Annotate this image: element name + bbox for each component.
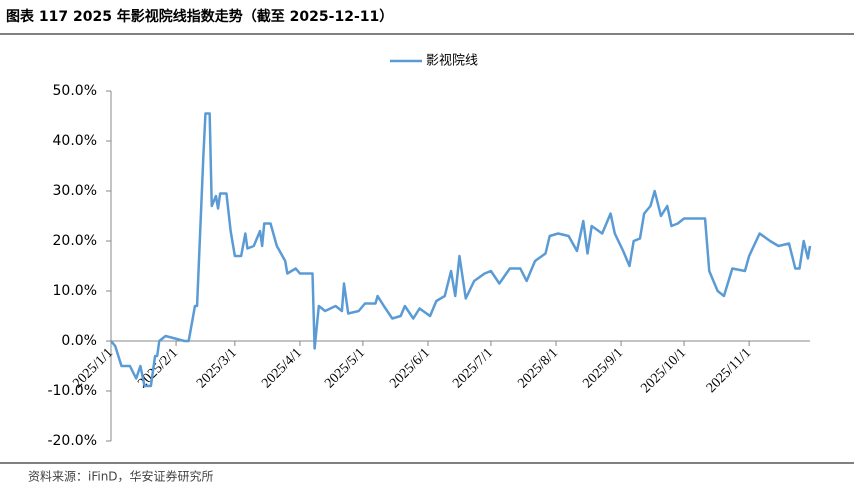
- x-tick-label: 2025/4/1: [259, 345, 305, 391]
- x-tick-label: 2025/7/1: [450, 345, 496, 391]
- x-tick-label: 2025/6/1: [387, 345, 433, 391]
- y-tick-label: 0.0%: [61, 333, 97, 349]
- chart-title: 图表 117 2025 年影视院线指数走势（截至 2025-12-11）: [6, 8, 393, 25]
- y-tick-label: 50.0%: [53, 83, 97, 99]
- series-line: [110, 112, 812, 388]
- x-tick-label: 2025/11/1: [704, 345, 754, 395]
- x-tick-label: 2025/9/1: [580, 345, 626, 391]
- y-tick-label: -10.0%: [47, 383, 97, 399]
- source: 资料来源：iFinD，华安证券研究所: [28, 469, 214, 484]
- y-tick-label: 20.0%: [53, 233, 97, 249]
- y-tick-label: -20.0%: [47, 433, 97, 449]
- x-tick-label: 2025/5/1: [322, 345, 368, 391]
- x-tick-label: 2025/8/1: [515, 345, 561, 391]
- x-tick-label: 2025/3/1: [194, 345, 240, 391]
- legend-label: 影视院线: [426, 54, 478, 69]
- x-tick-label: 2025/10/1: [638, 345, 689, 396]
- y-tick-label: 30.0%: [53, 183, 97, 199]
- y-tick-label: 40.0%: [53, 133, 97, 149]
- y-tick-label: 10.0%: [53, 283, 97, 299]
